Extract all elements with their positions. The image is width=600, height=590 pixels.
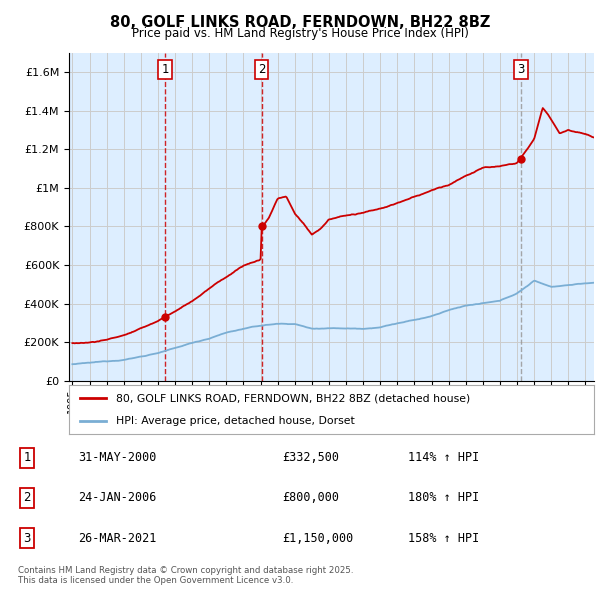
Text: 2: 2	[258, 63, 265, 76]
Text: 3: 3	[23, 532, 31, 545]
Text: 26-MAR-2021: 26-MAR-2021	[78, 532, 157, 545]
Text: 2: 2	[23, 491, 31, 504]
Text: £1,150,000: £1,150,000	[282, 532, 353, 545]
Text: Contains HM Land Registry data © Crown copyright and database right 2025.: Contains HM Land Registry data © Crown c…	[18, 566, 353, 575]
Text: 80, GOLF LINKS ROAD, FERNDOWN, BH22 8BZ: 80, GOLF LINKS ROAD, FERNDOWN, BH22 8BZ	[110, 15, 490, 30]
Text: £800,000: £800,000	[282, 491, 339, 504]
Text: 1: 1	[23, 451, 31, 464]
Text: 24-JAN-2006: 24-JAN-2006	[78, 491, 157, 504]
Text: This data is licensed under the Open Government Licence v3.0.: This data is licensed under the Open Gov…	[18, 576, 293, 585]
Text: 158% ↑ HPI: 158% ↑ HPI	[408, 532, 479, 545]
Text: 1: 1	[161, 63, 169, 76]
Text: Price paid vs. HM Land Registry's House Price Index (HPI): Price paid vs. HM Land Registry's House …	[131, 27, 469, 40]
Text: 114% ↑ HPI: 114% ↑ HPI	[408, 451, 479, 464]
Text: 180% ↑ HPI: 180% ↑ HPI	[408, 491, 479, 504]
Text: £332,500: £332,500	[282, 451, 339, 464]
Text: 31-MAY-2000: 31-MAY-2000	[78, 451, 157, 464]
Text: HPI: Average price, detached house, Dorset: HPI: Average price, detached house, Dors…	[116, 415, 355, 425]
Text: 3: 3	[517, 63, 524, 76]
Text: 80, GOLF LINKS ROAD, FERNDOWN, BH22 8BZ (detached house): 80, GOLF LINKS ROAD, FERNDOWN, BH22 8BZ …	[116, 394, 470, 404]
